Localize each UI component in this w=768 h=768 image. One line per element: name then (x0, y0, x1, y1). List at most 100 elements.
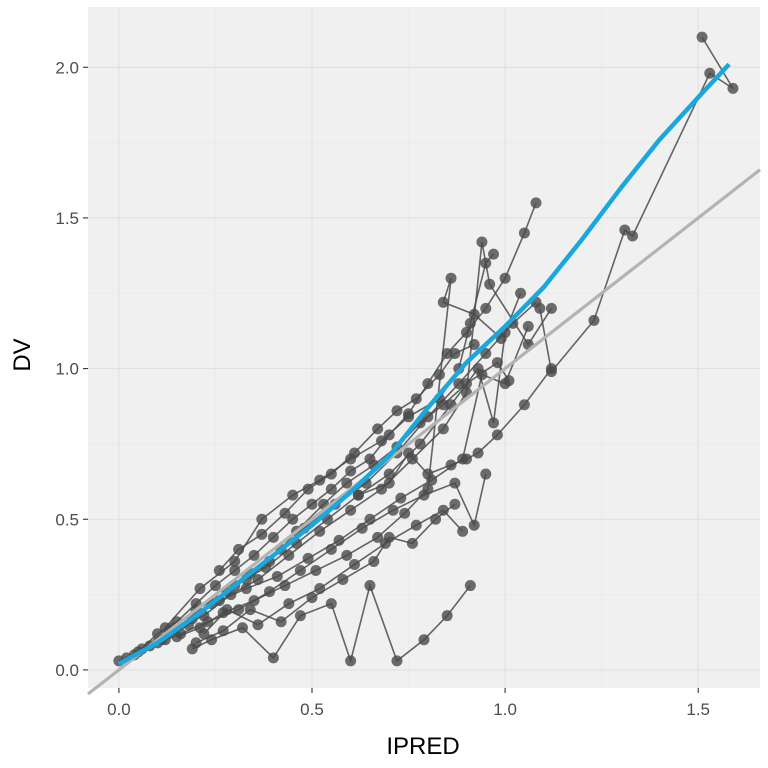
data-point (410, 519, 422, 531)
data-point (383, 477, 395, 489)
data-point (480, 257, 492, 269)
data-point (472, 447, 484, 459)
identity-line (87, 168, 761, 696)
data-point (391, 655, 403, 667)
data-point (410, 393, 422, 405)
data-point (422, 378, 434, 390)
data-point (383, 429, 395, 441)
data-point (534, 302, 546, 314)
data-point (306, 592, 318, 604)
y-tick-label: 1.5 (55, 209, 79, 228)
data-point (217, 625, 229, 637)
x-axis-title: IPRED (386, 733, 459, 760)
data-point (171, 631, 183, 643)
data-point (488, 248, 500, 260)
data-point (518, 227, 530, 239)
data-point (325, 543, 337, 555)
data-point (256, 528, 268, 540)
data-point (345, 453, 357, 465)
x-tick-label: 1.5 (686, 700, 710, 719)
data-point (449, 498, 461, 510)
data-point (445, 459, 457, 471)
data-point (275, 616, 287, 628)
data-point (515, 287, 527, 299)
data-point (233, 604, 245, 616)
data-point (283, 549, 295, 561)
y-tick-label: 1.0 (55, 360, 79, 379)
data-point (372, 423, 384, 435)
data-point (499, 272, 511, 284)
data-point (445, 272, 457, 284)
data-point (252, 574, 264, 586)
data-point (283, 598, 295, 610)
data-point (341, 549, 353, 561)
data-point (503, 375, 515, 387)
x-tick-label: 0.5 (300, 700, 324, 719)
data-point (457, 525, 469, 537)
data-point (403, 447, 415, 459)
data-point (248, 549, 260, 561)
data-points (113, 31, 739, 667)
data-point (403, 411, 415, 423)
data-point (480, 302, 492, 314)
data-point (194, 583, 206, 595)
reference-lines (87, 62, 761, 696)
data-point (422, 483, 434, 495)
data-point (229, 555, 241, 567)
data-point (267, 652, 279, 664)
data-point (236, 622, 248, 634)
data-point (460, 378, 472, 390)
y-axis: 0.0 0.5 1.0 1.5 2.0 (55, 58, 88, 680)
data-point (302, 552, 314, 564)
data-point (433, 369, 445, 381)
data-point (287, 513, 299, 525)
data-point (248, 595, 260, 607)
grid-lines (88, 7, 760, 688)
data-point (545, 302, 557, 314)
data-point (468, 308, 480, 320)
data-point (488, 417, 500, 429)
data-point (627, 230, 639, 242)
data-point (460, 453, 472, 465)
data-point (522, 320, 534, 332)
data-point (345, 504, 357, 516)
data-point (279, 507, 291, 519)
data-point (314, 525, 326, 537)
data-point (206, 634, 218, 646)
data-point (480, 468, 492, 480)
data-point (530, 197, 542, 209)
data-point (325, 483, 337, 495)
data-point (337, 574, 349, 586)
data-point (704, 67, 716, 79)
data-point (376, 435, 388, 447)
data-point (441, 348, 453, 360)
data-point (314, 474, 326, 486)
data-point (325, 598, 337, 610)
data-point (464, 317, 476, 329)
data-point (352, 489, 364, 501)
data-point (213, 564, 225, 576)
data-point (453, 378, 465, 390)
data-point (229, 564, 241, 576)
data-point (267, 531, 279, 543)
data-point (619, 224, 631, 236)
subject-line (191, 582, 471, 664)
data-point (399, 507, 411, 519)
data-point (244, 604, 256, 616)
data-point (460, 326, 472, 338)
data-point (406, 537, 418, 549)
x-tick-label: 1.0 (493, 700, 517, 719)
x-axis: 0.0 0.5 1.0 1.5 (107, 688, 710, 719)
data-point (395, 492, 407, 504)
data-point (464, 580, 476, 592)
data-point (221, 604, 233, 616)
data-point (480, 348, 492, 360)
data-point (376, 483, 388, 495)
data-point (391, 405, 403, 417)
subject-line (203, 509, 464, 635)
data-point (468, 338, 480, 350)
data-point (294, 610, 306, 622)
trend-line (117, 62, 731, 666)
data-point (588, 314, 600, 326)
